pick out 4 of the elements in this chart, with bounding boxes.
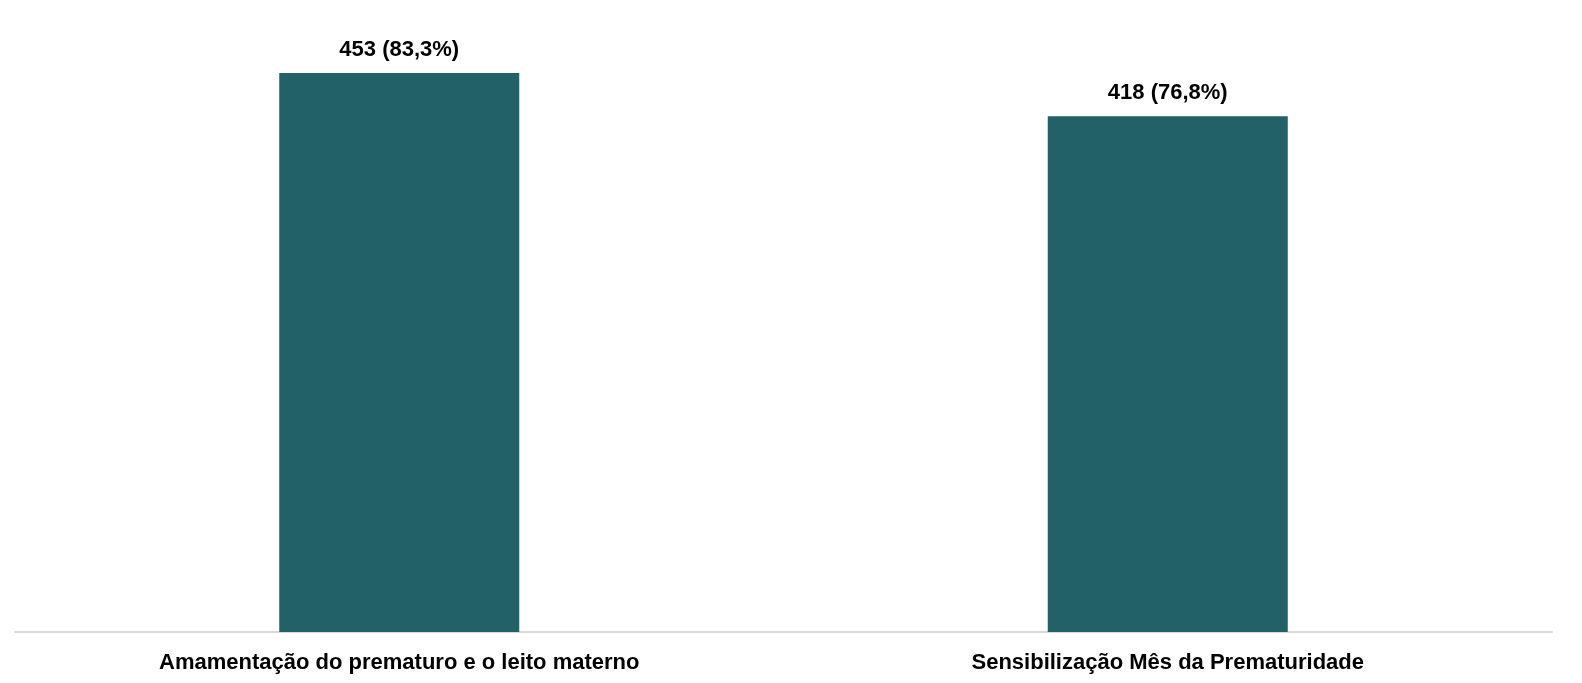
data-label: 453 (83,3%) [339, 35, 460, 61]
x-tick-label: Sensibilização Mês da Prematuridade [971, 648, 1364, 674]
x-tick-label: Amamentação do prematuro e o leito materno [159, 648, 640, 674]
data-label: 418 (76,8%) [1107, 78, 1228, 104]
